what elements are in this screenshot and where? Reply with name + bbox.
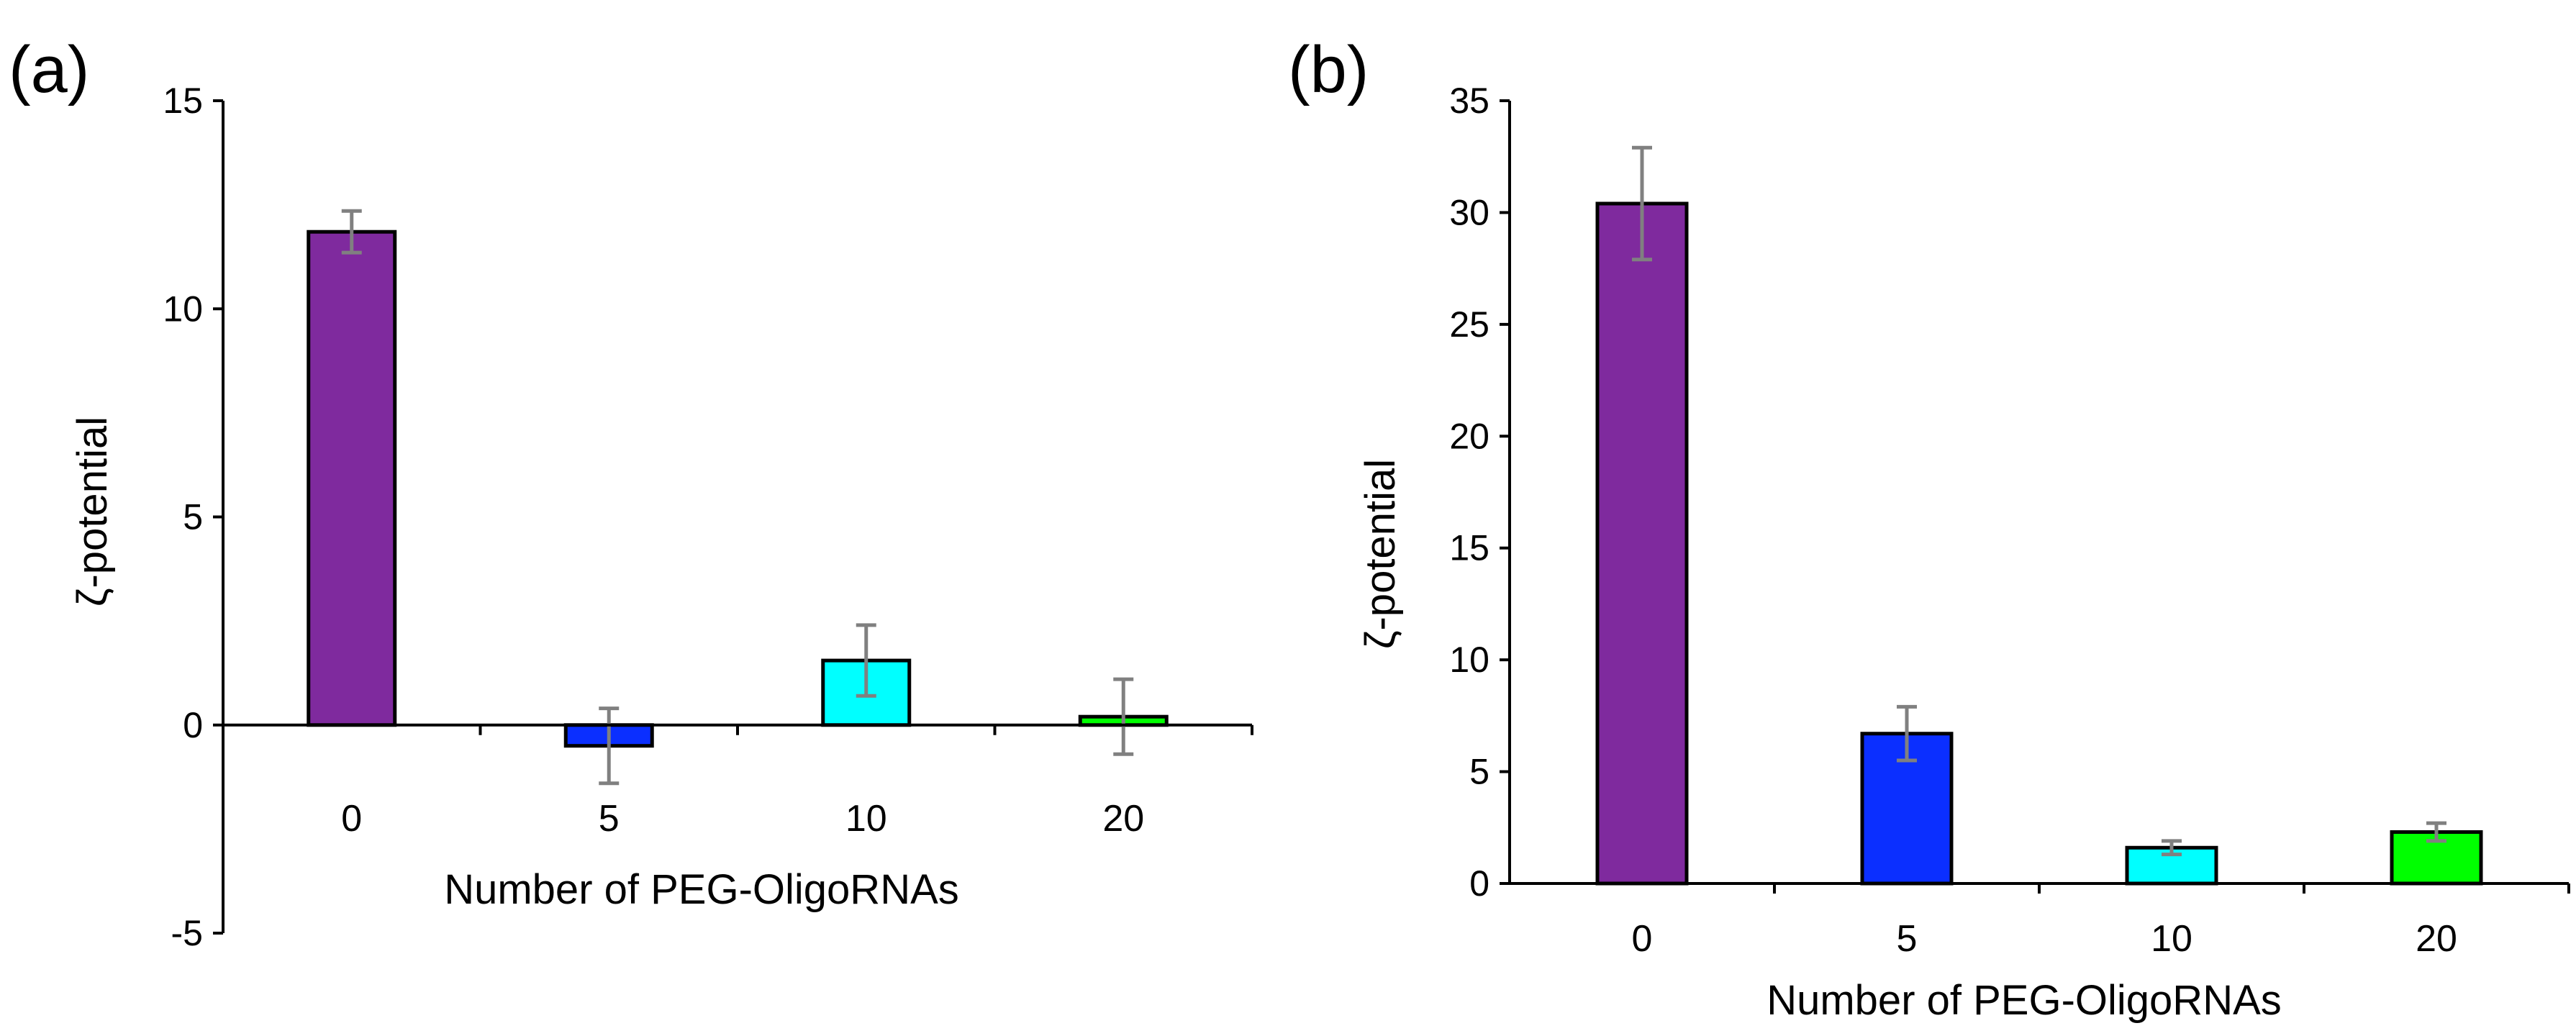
y-tick-label: 15: [1449, 528, 1489, 568]
y-tick-label: 35: [1449, 81, 1489, 121]
x-axis-title: Number of PEG-OligoRNAs: [444, 866, 959, 913]
y-tick-label: 0: [1469, 863, 1489, 904]
x-tick-label: 10: [845, 798, 887, 840]
panel-label: (b): [1288, 33, 1369, 106]
y-tick-label: 20: [1449, 416, 1489, 456]
y-tick-label: 30: [1449, 192, 1489, 232]
x-tick-label: 0: [341, 798, 362, 840]
y-tick-label: 5: [183, 497, 203, 537]
y-tick-label: 0: [183, 705, 203, 745]
panel-b: (b) ζ-potential Number of PEG-OligoRNAs …: [1288, 33, 2570, 1024]
y-tick-label: -5: [171, 913, 203, 953]
x-tick-label: 0: [1632, 918, 1653, 960]
y-tick-label: 10: [163, 288, 203, 329]
bar-0: [1595, 201, 1689, 886]
bar-0: [307, 230, 397, 727]
y-tick-label: 10: [1449, 640, 1489, 680]
y-tick-label: 5: [1469, 752, 1489, 792]
y-axis-title: ζ-potential: [1357, 459, 1404, 649]
x-tick-label: 20: [1102, 798, 1144, 840]
y-tick-label: 15: [163, 81, 203, 121]
panel-label: (a): [9, 33, 89, 106]
x-tick-label: 5: [599, 798, 620, 840]
x-axis-title: Number of PEG-OligoRNAs: [1767, 977, 2282, 1024]
y-axis-title: ζ-potential: [69, 417, 116, 606]
y-tick-label: 25: [1449, 304, 1489, 345]
x-tick-label: 5: [1897, 918, 1918, 960]
x-tick-label: 20: [2416, 918, 2457, 960]
panel-a: (a) ζ-potential Number of PEG-OligoRNAs …: [9, 33, 1253, 953]
x-tick-label: 10: [2151, 918, 2192, 960]
